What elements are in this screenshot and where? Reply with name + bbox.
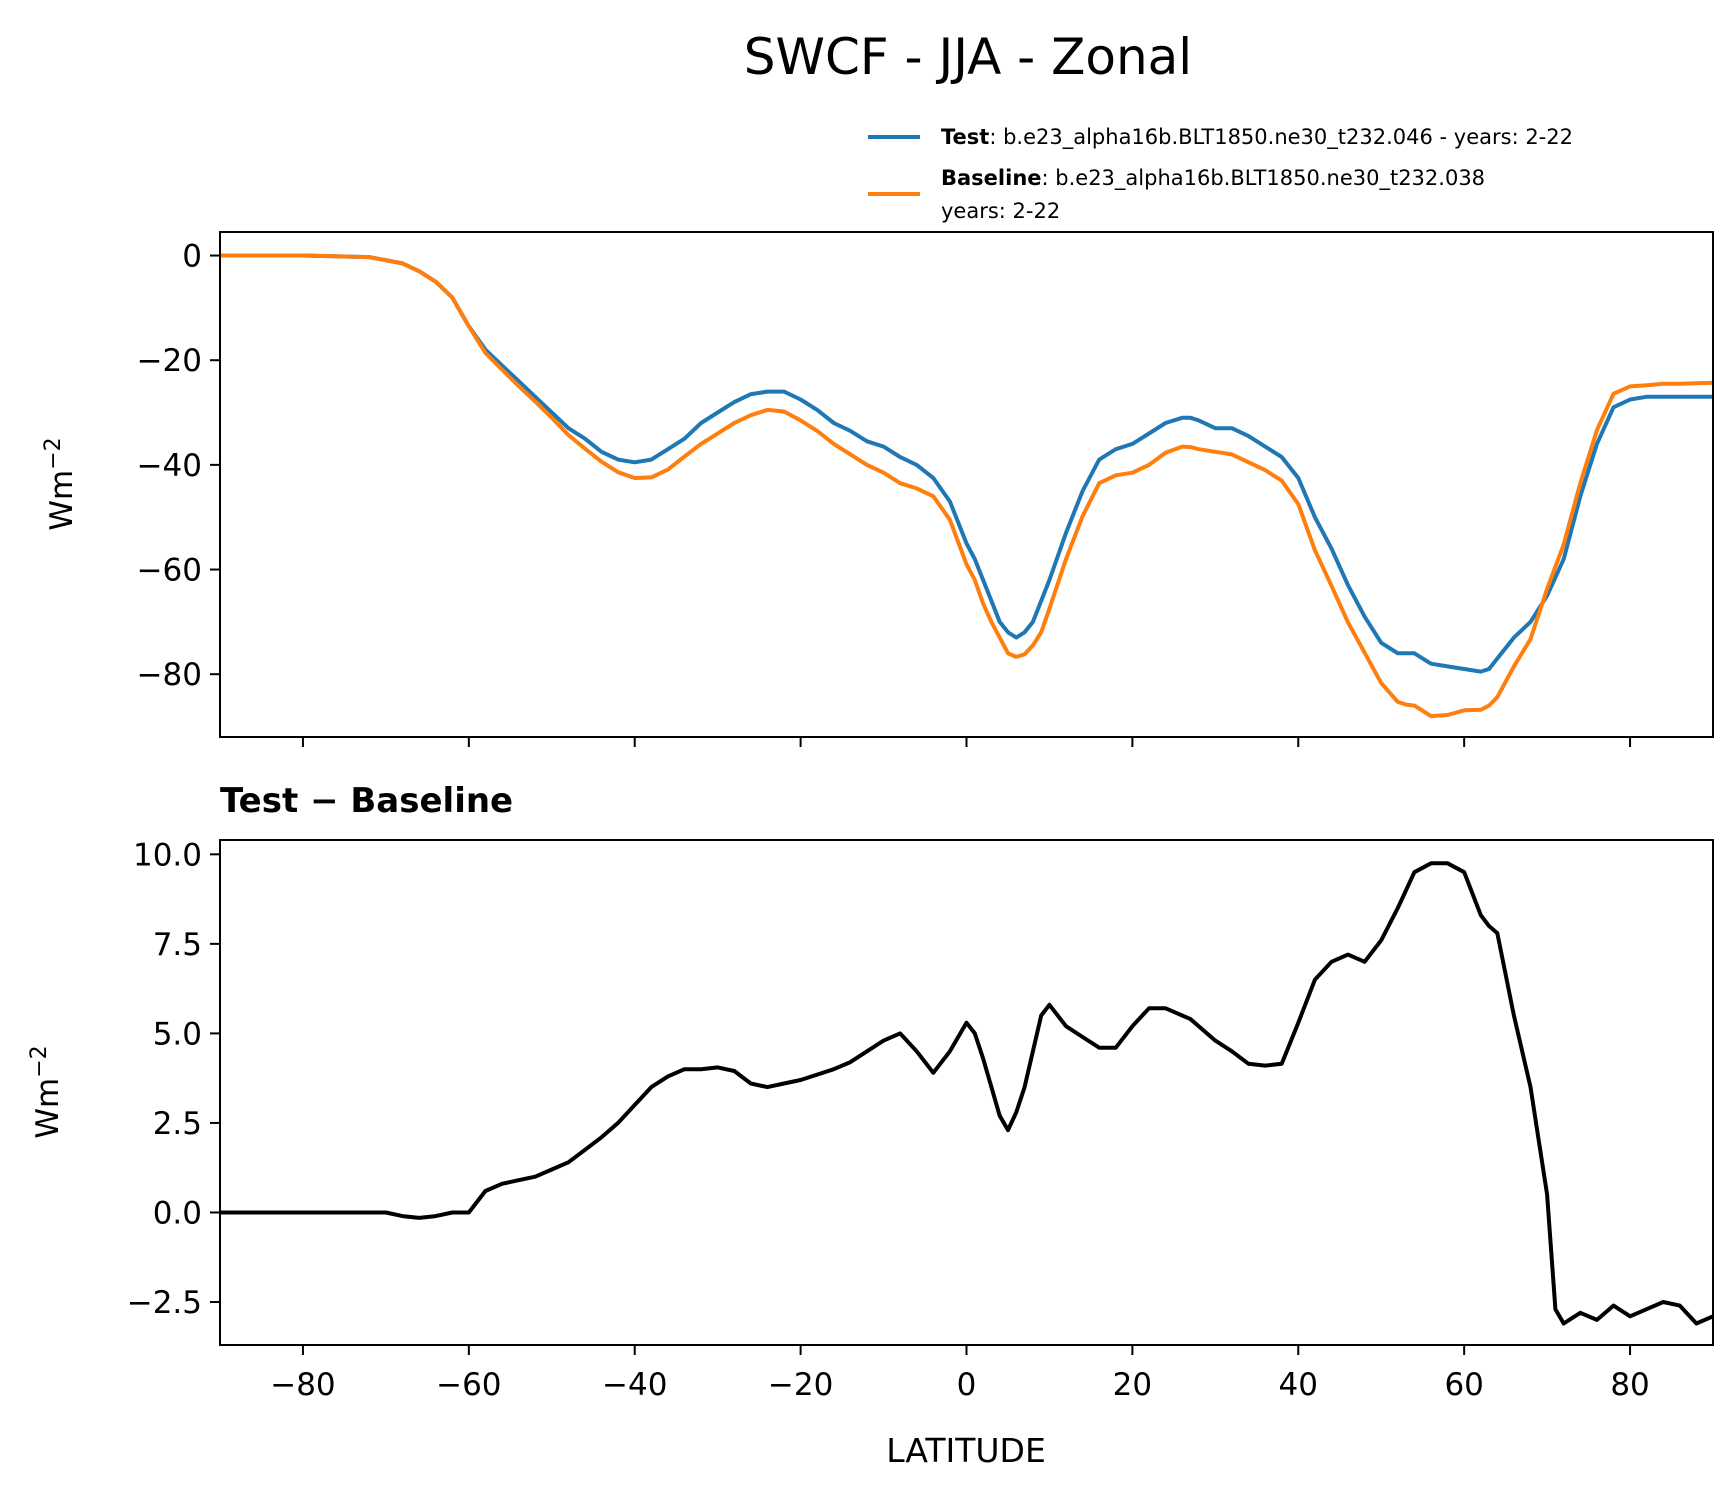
- top-ytick-label: 0: [182, 239, 202, 275]
- bottom-ytick-label: 5.0: [153, 1016, 202, 1052]
- bottom-panel: Test − Baseline 10.0 7.5 5.0 2.5 0.0 −2.5 −80 −…: [27, 781, 1714, 1470]
- bottom-xtick-label: 60: [1444, 1367, 1483, 1403]
- figure-title: SWCF - JJA - Zonal: [744, 28, 1192, 86]
- top-panel-data: [220, 253, 1714, 719]
- bottom-xtick-label: 0: [957, 1367, 977, 1403]
- series-line-test: [220, 253, 1713, 674]
- bottom-xtick-label: −20: [768, 1367, 833, 1403]
- top-ytick-label: −20: [137, 343, 202, 379]
- top-panel-ylabel: Wm−2: [41, 437, 80, 530]
- top-ytick-label: −40: [137, 448, 202, 484]
- legend-label-test: Test: b.e23_alpha16b.BLT1850.ne30_t232.0…: [941, 125, 1573, 150]
- legend-label-test-bold: Test: [941, 125, 989, 149]
- bottom-panel-data: [220, 861, 1714, 1326]
- series-line-baseline: [220, 253, 1714, 719]
- bottom-panel-ylabel: Wm−2: [27, 1045, 66, 1138]
- bottom-xtick-label: 80: [1610, 1367, 1649, 1403]
- bottom-ytick-label: 10.0: [133, 837, 202, 873]
- top-ylabel-sup: −2: [41, 437, 66, 469]
- legend-label-test-text: : b.e23_alpha16b.BLT1850.ne30_t232.046 -…: [989, 125, 1573, 150]
- bottom-xtick-label: −80: [270, 1367, 335, 1403]
- bottom-panel-title: Test − Baseline: [220, 781, 513, 821]
- legend-label-baseline-bold: Baseline: [941, 166, 1042, 190]
- x-axis-label: LATITUDE: [886, 1431, 1046, 1470]
- bottom-ytick-label: 0.0: [153, 1195, 202, 1231]
- top-ytick-label: −80: [137, 657, 202, 693]
- legend: Test: b.e23_alpha16b.BLT1850.ne30_t232.0…: [868, 125, 1573, 223]
- series-line-test-baseline: [220, 861, 1714, 1326]
- bottom-xtick-label: 20: [1113, 1367, 1152, 1403]
- legend-label-baseline: Baseline: b.e23_alpha16b.BLT1850.ne30_t2…: [941, 166, 1485, 191]
- top-ytick-label: −60: [137, 553, 202, 589]
- top-panel-axes: 0 −20 −40 −60 −80: [137, 239, 1632, 747]
- legend-label-baseline-text: : b.e23_alpha16b.BLT1850.ne30_t232.038: [1042, 166, 1486, 191]
- top-ylabel-base: Wm: [44, 470, 80, 531]
- top-panel: 0 −20 −40 −60 −80 Wm−2: [41, 231, 1714, 747]
- legend-label-baseline-line2: years: 2-22: [941, 199, 1060, 223]
- bottom-ytick-label: −2.5: [127, 1285, 202, 1321]
- bottom-xtick-label: 40: [1279, 1367, 1318, 1403]
- bottom-ylabel-base: Wm: [30, 1078, 66, 1139]
- bottom-ylabel-sup: −2: [27, 1045, 52, 1077]
- bottom-panel-axes: 10.0 7.5 5.0 2.5 0.0 −2.5 −80 −60 −40 −20 0 20 40 60 8…: [127, 837, 1650, 1403]
- bottom-xtick-label: −60: [436, 1367, 501, 1403]
- bottom-ytick-label: 7.5: [153, 927, 202, 963]
- bottom-xtick-label: −40: [602, 1367, 667, 1403]
- bottom-ytick-label: 2.5: [153, 1106, 202, 1142]
